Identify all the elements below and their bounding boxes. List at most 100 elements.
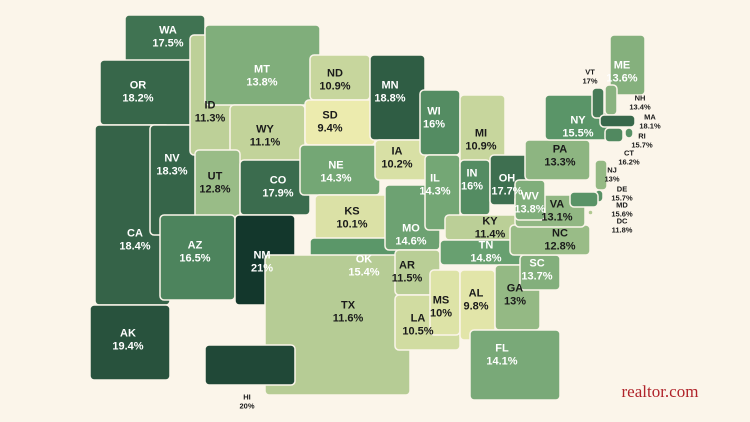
state [204,344,296,386]
state-label: CA [127,227,143,239]
state-label: KY [482,215,498,227]
source-logo: realtor.com [622,382,699,401]
state-label: MO [402,222,420,234]
state-label: ND [327,67,343,79]
state-label: SD [322,109,337,121]
state-label: AZ [188,239,203,251]
state-value: 13.4% [629,102,651,111]
state-value: 14.3% [419,185,450,197]
state-label: MD [616,200,628,209]
state-value: 16.5% [179,252,210,264]
state-label: KS [344,205,359,217]
state-label: NH [635,93,646,102]
state [89,304,171,381]
state-label: HI [243,392,251,401]
state-label: DC [617,216,628,225]
state-label: RI [638,131,646,140]
state-value: 13% [504,295,526,307]
state [604,127,624,143]
state-label: NE [328,159,343,171]
state-label: DE [617,184,627,193]
state-label: UT [208,170,223,182]
state-label: TN [479,239,494,251]
state [609,34,646,96]
state-label: ME [614,59,631,71]
state-label: NM [253,249,270,261]
state-label: WY [256,123,274,135]
state-label: OH [499,172,516,184]
state-label: MA [644,112,656,121]
state-value: 13.7% [521,270,552,282]
state-label: AR [399,259,415,271]
state-value: 9.4% [317,122,342,134]
state-label: IN [467,167,478,179]
state-value: 12.8% [199,183,230,195]
state-value: 16% [461,180,483,192]
state-value: 10.1% [336,218,367,230]
state-value: 11.5% [392,272,423,284]
state-label: GA [507,282,524,294]
state-value: 13.3% [544,156,575,168]
state-label: NV [164,152,180,164]
state-label: OR [130,79,147,91]
state-label: IA [392,145,403,157]
state-label: NC [552,227,568,239]
state-value: 17.7% [491,185,522,197]
state-value: 13.1% [541,211,572,223]
state-label: WV [521,190,539,202]
state-value: 16% [423,118,445,130]
state-value: 17.9% [262,187,293,199]
state-value: 10.5% [402,325,433,337]
state-label: MN [381,79,398,91]
state-value: 15.7% [611,193,633,202]
state-value: 18.4% [119,240,150,252]
state-value: 10.9% [319,80,350,92]
state-value: 13.8% [246,76,277,88]
state-label: PA [553,143,568,155]
state-label: CO [270,174,287,186]
state-value: 18.3% [156,165,187,177]
state-value: 14.1% [486,355,517,367]
state-value: 13.8% [514,203,545,215]
state-value: 10% [430,307,452,319]
state-label: MI [475,127,487,139]
state-value: 14.3% [320,172,351,184]
state-value: 15.6% [611,209,633,218]
state-label: MS [433,294,450,306]
state-label: WA [159,24,177,36]
state [569,191,599,208]
state-label: MT [254,63,270,75]
state-value: 14.6% [395,235,426,247]
state-value: 14.8% [470,252,501,264]
state-label: VT [585,67,595,76]
state-label: IL [430,172,440,184]
state-value: 13% [604,174,619,183]
state-value: 16.2% [618,157,640,166]
state-value: 10.9% [465,140,496,152]
state-value: 11.1% [250,136,281,148]
state-label: WI [427,105,440,117]
state-value: 15.5% [562,127,593,139]
state-value: 12.8% [544,240,575,252]
state-value: 15.4% [348,266,379,278]
state-value: 19.4% [112,340,143,352]
state-value: 13.6% [606,72,637,84]
state-label: SC [529,257,544,269]
state [599,114,636,128]
state-label: FL [495,342,509,354]
state-label: TX [341,299,356,311]
state [591,87,605,119]
state-value: 18.1% [639,121,661,130]
state-label: LA [411,312,426,324]
state-value: 9.8% [463,300,488,312]
state-value: 17% [582,76,597,85]
state [587,209,594,216]
state-value: 17.5% [152,37,183,49]
state-value: 11.4% [475,228,506,240]
state-label: AL [469,287,484,299]
state-label: ID [205,99,216,111]
state-value: 10.2% [381,158,412,170]
state [469,329,561,401]
state-value: 20% [239,401,254,410]
